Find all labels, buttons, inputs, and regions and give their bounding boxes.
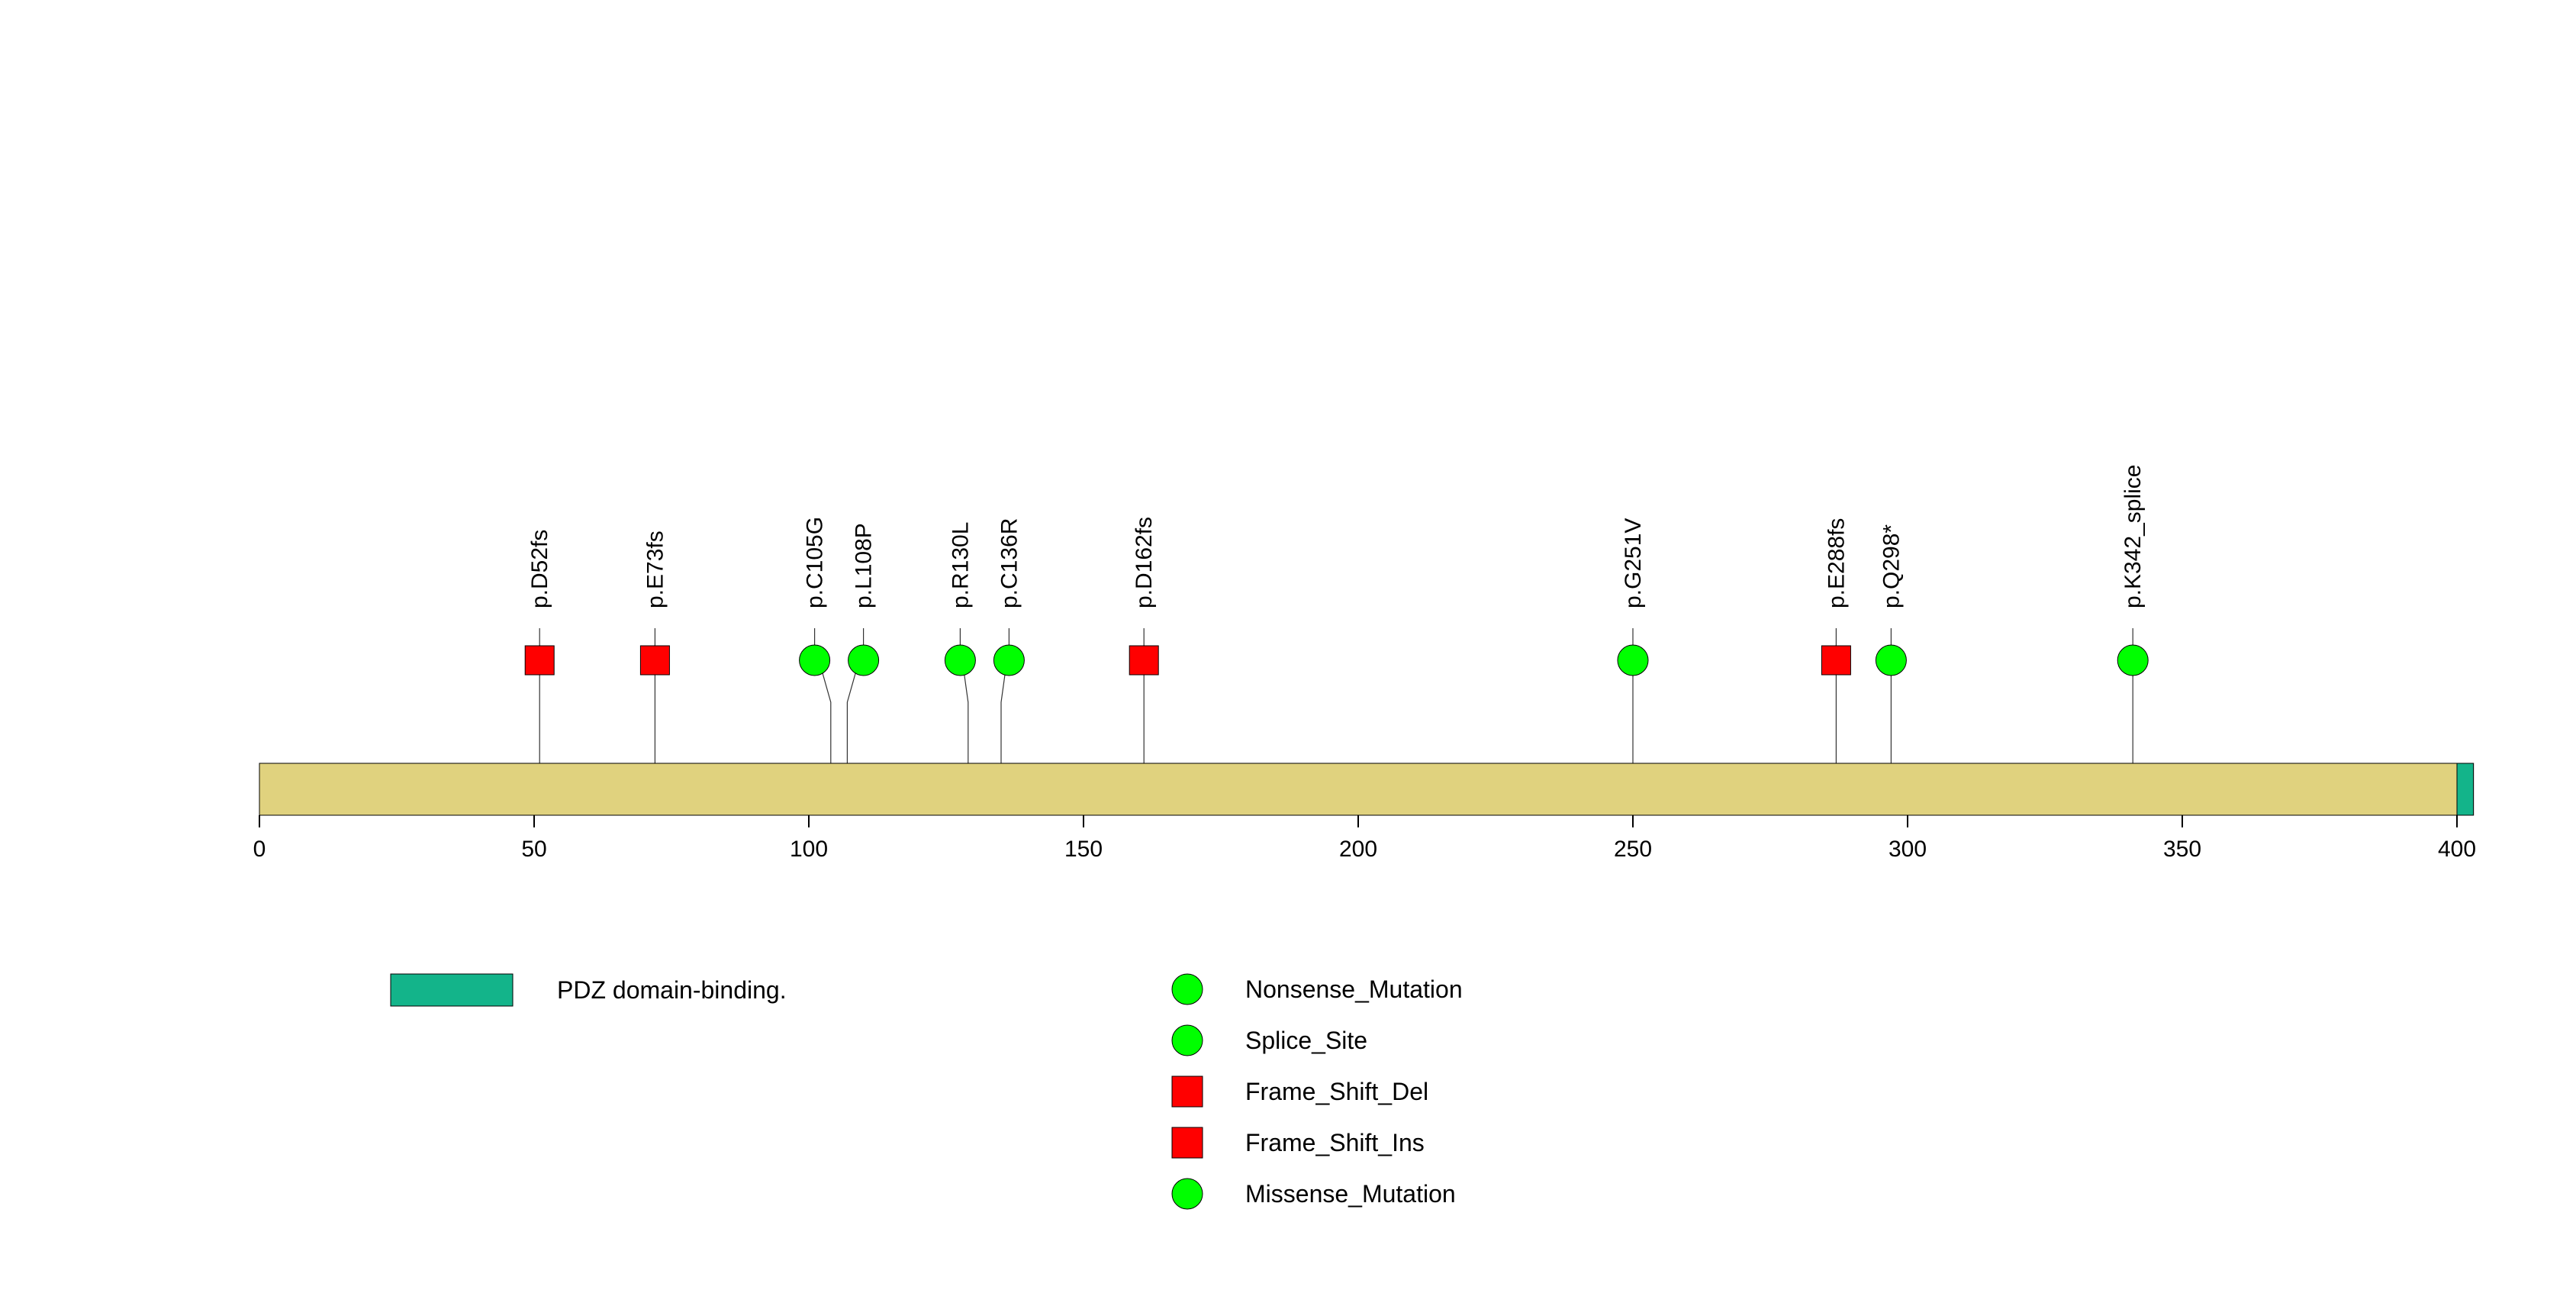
legend-symbol-0 (1171, 973, 1203, 1005)
legend-label-1: Splice_Site (1245, 1027, 1367, 1054)
axis-tick-label-150: 150 (1064, 837, 1103, 862)
legend-symbol-1 (1171, 1024, 1203, 1056)
legend-label-2: Frame_Shift_Del (1245, 1078, 1428, 1105)
axis-tick-label-350: 350 (2163, 837, 2201, 862)
mutation-label-8: p.E288fs (1824, 518, 1849, 608)
mutation-marker-3[interactable] (848, 644, 880, 676)
mutation-label-6: p.D162fs (1132, 517, 1157, 608)
mutation-markers (524, 644, 2149, 676)
legend-label-4: Missense_Mutation (1245, 1180, 1456, 1208)
mutation-label-2: p.C105G (803, 517, 828, 608)
mutation-marker-2[interactable] (799, 644, 831, 676)
mutation-label-9: p.Q298* (1879, 524, 1904, 608)
mutation-labels: p.D52fs p.E73fs p.C105G p.L108P p.R130L p.C13… (527, 465, 2146, 608)
mutation-label-4: p.R130L (948, 522, 973, 608)
mutation-label-7: p.G251V (1621, 518, 1646, 608)
mutation-type-legend: Nonsense_Mutation Splice_Site Frame_Shift_… (1171, 973, 1463, 1210)
domain-0 (2456, 763, 2475, 816)
mutation-marker-5[interactable] (993, 644, 1025, 676)
legend-label-3: Frame_Shift_Ins (1245, 1129, 1425, 1156)
mutation-label-3: p.L108P (852, 523, 877, 608)
mutation-marker-9[interactable] (1875, 644, 1907, 676)
mutation-label-10: p.K342_splice (2120, 465, 2146, 608)
mutation-marker-4[interactable] (944, 644, 976, 676)
mutation-label-5: p.C136R (997, 518, 1022, 608)
axis-tick-label-100: 100 (790, 837, 828, 862)
axis-tick-label-400: 400 (2438, 837, 2476, 862)
x-axis: 0 50 100 150 200 250 300 350 400 (253, 815, 2476, 862)
axis-tick-label-300: 300 (1889, 837, 1927, 862)
mutation-marker-6[interactable] (1129, 645, 1159, 676)
mutation-marker-7[interactable] (1617, 644, 1649, 676)
axis-tick-label-0: 0 (253, 837, 266, 862)
axis-tick-label-250: 250 (1614, 837, 1652, 862)
axis-tick-label-50: 50 (521, 837, 546, 862)
legend-symbol-2 (1171, 1076, 1203, 1108)
domain-legend-swatch-0 (390, 973, 514, 1007)
mutation-label-1: p.E73fs (642, 531, 668, 608)
domain-legend: PDZ domain-binding. (390, 973, 787, 1007)
mutation-marker-8[interactable] (1821, 645, 1851, 676)
mutation-marker-0[interactable] (524, 645, 555, 676)
domain-legend-label-0: PDZ domain-binding. (557, 976, 787, 1004)
protein-backbone (259, 763, 2475, 816)
mutation-label-0: p.D52fs (527, 530, 552, 608)
legend-symbol-3 (1171, 1127, 1203, 1159)
mutation-marker-10[interactable] (2117, 644, 2149, 676)
axis-tick-label-200: 200 (1339, 837, 1377, 862)
domain-layer (2456, 763, 2475, 816)
mutation-marker-1[interactable] (639, 645, 670, 676)
legend-label-0: Nonsense_Mutation (1245, 976, 1463, 1003)
legend-symbol-4 (1171, 1178, 1203, 1210)
